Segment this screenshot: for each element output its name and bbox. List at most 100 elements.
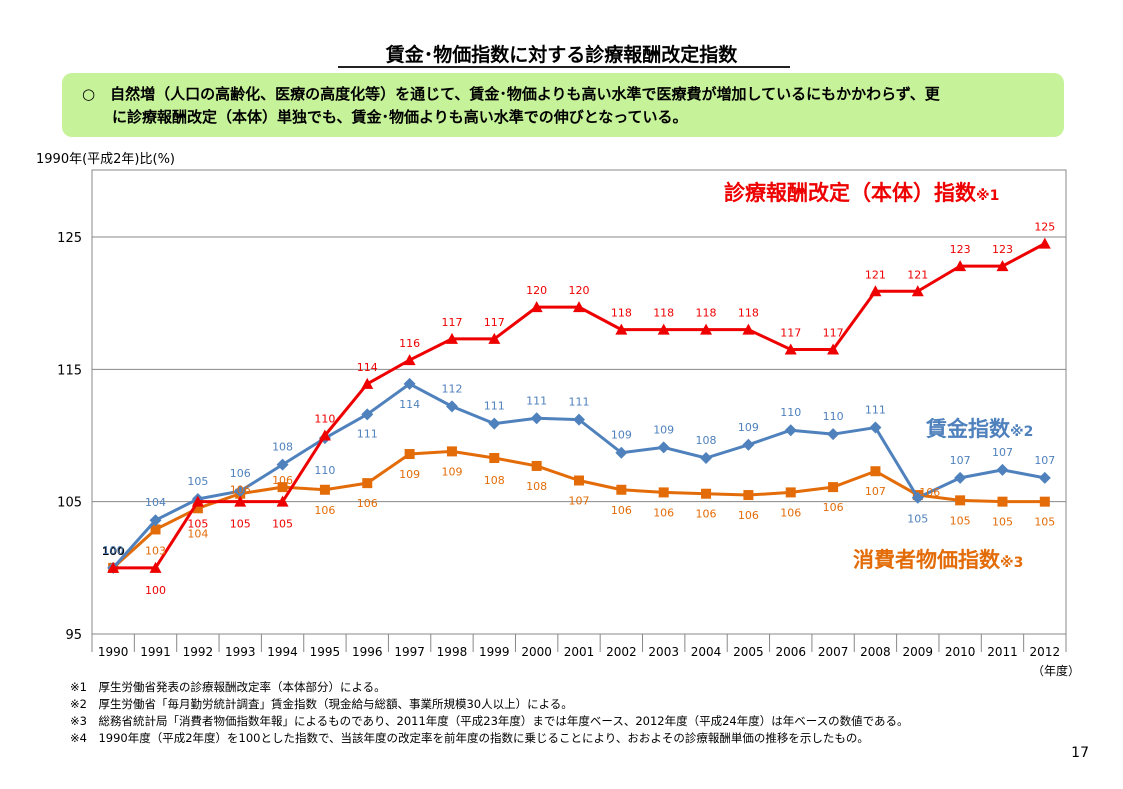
series-2-marker-1998 [446, 446, 457, 457]
x-tick-label-2005: 2005 [733, 645, 764, 659]
series-1-marker-2009 [911, 491, 924, 504]
series-0-marker-1995 [318, 429, 331, 441]
series-2-marker-2008 [870, 466, 881, 477]
data-label-2-2003: 106 [653, 506, 674, 519]
series-1-marker-1991 [149, 514, 162, 527]
series-name-2: 消費者物価指数※3 [853, 548, 1023, 572]
series-2-marker-1997 [404, 449, 415, 460]
series-0-marker-2004 [700, 323, 713, 335]
series-name-text-2: 消費者物価指数 [853, 548, 1001, 572]
data-label-0-1999: 117 [484, 316, 505, 329]
data-label-0-1993: 105 [230, 518, 251, 531]
data-label-0-2012: 125 [1034, 221, 1055, 234]
series-2-marker-2003 [658, 487, 669, 498]
data-label-0-2007: 117 [823, 326, 844, 339]
data-label-0-1992: 105 [187, 518, 208, 531]
summary-line-2: に診療報酬改定（本体）単独でも、賃金･物価よりも高い水準での伸びとなっている。 [112, 108, 688, 126]
data-label-1-2004: 108 [696, 434, 717, 447]
series-0-marker-2007 [827, 343, 840, 355]
data-label-1-1998: 112 [441, 382, 462, 395]
series-1-marker-1994 [276, 458, 289, 471]
data-label-0-2003: 118 [653, 307, 674, 320]
series-1-marker-2000 [530, 412, 543, 425]
y-tick-label-105: 105 [57, 496, 82, 511]
series-0-marker-2005 [742, 323, 755, 335]
data-label-1-1994: 108 [272, 441, 293, 454]
series-1-marker-2005 [742, 438, 755, 451]
series-2-marker-2010 [955, 495, 966, 506]
data-label-1-1991: 104 [145, 496, 166, 509]
data-label-1-2012: 107 [1034, 454, 1055, 467]
series-1-marker-2008 [869, 421, 882, 434]
data-label-1-1992: 105 [187, 475, 208, 488]
series-1-marker-2006 [784, 424, 797, 437]
page-title: 賃金･物価指数に対する診療報酬改定指数 [385, 44, 738, 66]
data-label-1-1996: 111 [357, 427, 378, 440]
data-label-2-1991: 103 [145, 544, 166, 557]
series-1-marker-2003 [657, 441, 670, 454]
data-label-1-2000: 111 [526, 394, 547, 407]
x-tick-label-1999: 1999 [479, 645, 510, 659]
data-label-0-2002: 118 [611, 307, 632, 320]
data-label-1-2007: 110 [823, 410, 844, 423]
data-label-2-2009: 106 [919, 486, 940, 499]
y-tick-label-115: 115 [57, 363, 82, 378]
data-label-0-1998: 117 [441, 316, 462, 329]
data-label-2-2000: 108 [526, 480, 547, 493]
data-label-2-2010: 105 [950, 514, 971, 527]
x-tick-label-2007: 2007 [818, 645, 849, 659]
series-1-marker-2002 [615, 446, 628, 459]
data-label-0-2001: 120 [569, 284, 590, 297]
series-0-marker-1990 [107, 561, 120, 573]
x-tick-label-2000: 2000 [521, 645, 552, 659]
data-label-0-1997: 116 [399, 337, 420, 350]
series-0-marker-2002 [615, 323, 628, 335]
title-underline [338, 66, 790, 68]
data-label-1-2005: 109 [738, 421, 759, 434]
summary-box: ○ 自然増（人口の高齢化、医療の高度化等）を通じて、賃金･物価よりも高い水準で医… [62, 73, 1064, 137]
series-2-marker-2011 [997, 496, 1008, 507]
series-0-marker-2010 [954, 260, 967, 272]
data-label-2-2005: 106 [738, 509, 759, 522]
series-0-marker-2003 [657, 323, 670, 335]
data-label-2-1997: 109 [399, 468, 420, 481]
data-label-1-2006: 110 [780, 406, 801, 419]
data-label-2-1999: 108 [484, 474, 505, 487]
data-label-1-2001: 111 [569, 396, 590, 409]
series-1-marker-1998 [445, 400, 458, 413]
x-tick-label-2004: 2004 [691, 645, 722, 659]
x-tick-label-2011: 2011 [987, 645, 1018, 659]
x-tick-label-2001: 2001 [564, 645, 595, 659]
series-0-marker-1996 [361, 377, 374, 389]
data-label-0-2004: 118 [696, 307, 717, 320]
x-tick-label-2008: 2008 [860, 645, 891, 659]
series-1-marker-1996 [361, 408, 374, 421]
series-name-0: 診療報酬改定（本体）指数※1 [724, 181, 999, 205]
x-tick-label-1995: 1995 [310, 645, 341, 659]
data-label-1-2009: 105 [907, 513, 928, 526]
data-label-0-2010: 123 [950, 243, 971, 256]
data-label-2-1996: 106 [357, 497, 378, 510]
series-1-marker-2012 [1038, 471, 1051, 484]
footnotes: ※1 厚生労働省発表の診療報酬改定率（本体部分）による。 ※2 厚生労働省「毎月… [70, 679, 909, 747]
series-0-marker-1991 [149, 561, 162, 573]
series-1-marker-2010 [954, 471, 967, 484]
series-note-mark-1: ※2 [1010, 424, 1033, 440]
data-label-0-1990: 100 [102, 545, 125, 558]
series-1-marker-2011 [996, 463, 1009, 476]
series-0-marker-1999 [488, 332, 501, 344]
x-tick-label-2010: 2010 [945, 645, 976, 659]
data-label-1-2008: 111 [865, 404, 886, 417]
x-axis-label: （年度） [1032, 663, 1080, 678]
data-label-2-1994: 106 [272, 474, 293, 487]
x-tick-label-1991: 1991 [140, 645, 171, 659]
x-tick-label-1992: 1992 [183, 645, 214, 659]
y-axis-label: 1990年(平成2年)比(%) [36, 152, 175, 167]
x-tick-label-1990: 1990 [98, 645, 129, 659]
data-label-0-1996: 114 [357, 361, 378, 374]
series-1-marker-2001 [573, 413, 585, 426]
data-label-2-1995: 106 [314, 504, 335, 517]
series-0-marker-1994 [276, 495, 289, 507]
data-label-2-1998: 109 [441, 465, 462, 478]
